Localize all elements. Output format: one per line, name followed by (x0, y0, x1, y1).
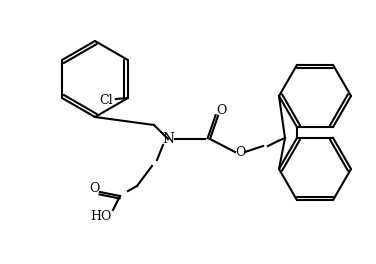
Text: Cl: Cl (99, 93, 113, 106)
Text: O: O (89, 182, 99, 196)
Text: N: N (162, 132, 174, 146)
Text: O: O (235, 145, 245, 158)
Text: HO: HO (90, 210, 112, 224)
Text: O: O (216, 105, 226, 117)
